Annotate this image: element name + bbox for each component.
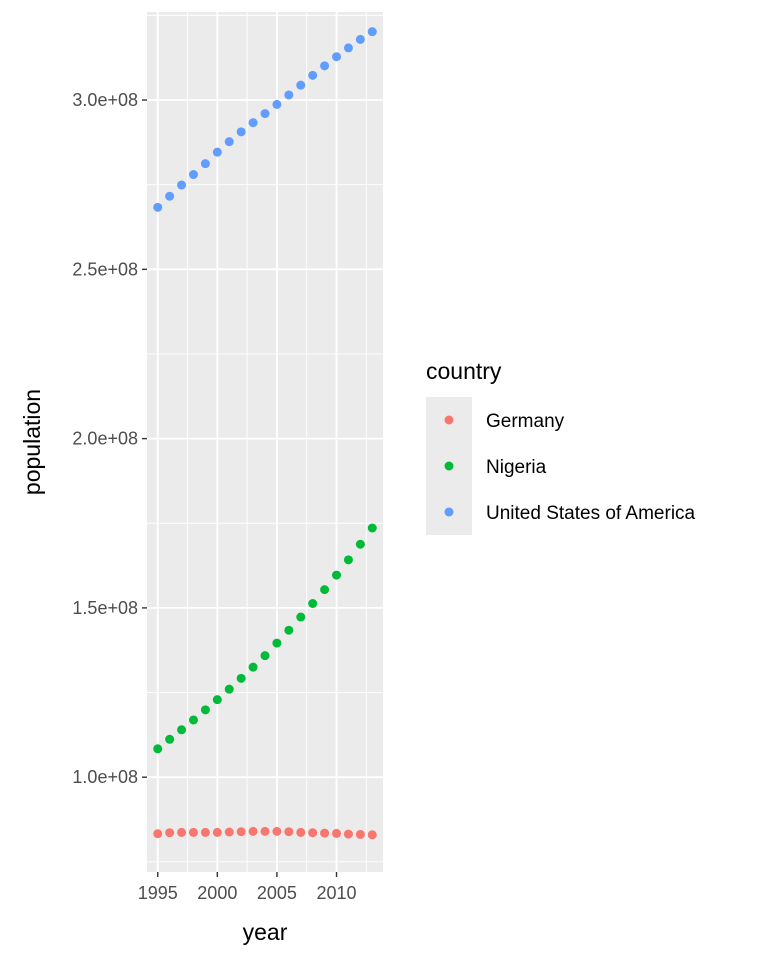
data-points <box>153 27 377 840</box>
point-nigeria <box>320 585 330 595</box>
legend-key-germany <box>444 415 454 425</box>
point-germany <box>260 826 270 836</box>
point-united-states-of-america <box>284 90 294 100</box>
point-nigeria <box>272 638 282 648</box>
point-united-states-of-america <box>260 109 270 119</box>
point-germany <box>200 827 210 837</box>
x-tick-label: 2000 <box>197 883 237 903</box>
point-united-states-of-america <box>367 27 377 37</box>
point-germany <box>355 829 365 839</box>
point-united-states-of-america <box>224 137 234 147</box>
point-nigeria <box>343 555 353 565</box>
point-nigeria <box>284 625 294 635</box>
x-axis-title: year <box>243 919 288 945</box>
point-germany <box>177 827 187 837</box>
point-germany <box>308 828 318 838</box>
x-tick-label: 1995 <box>138 883 178 903</box>
point-nigeria <box>224 684 234 694</box>
point-germany <box>248 826 258 836</box>
y-axis-title: population <box>19 389 45 495</box>
point-nigeria <box>165 734 175 744</box>
point-united-states-of-america <box>212 147 222 157</box>
panel-background <box>147 12 383 872</box>
point-germany <box>165 828 175 838</box>
point-nigeria <box>308 599 318 609</box>
point-germany <box>212 827 222 837</box>
point-nigeria <box>188 715 198 725</box>
point-united-states-of-america <box>177 180 187 190</box>
point-germany <box>296 827 306 837</box>
point-nigeria <box>355 539 365 549</box>
point-nigeria <box>248 662 258 672</box>
legend: country Germany Nigeria United States of… <box>426 358 696 535</box>
point-united-states-of-america <box>248 118 258 128</box>
point-nigeria <box>367 523 377 533</box>
point-united-states-of-america <box>308 70 318 80</box>
point-germany <box>188 827 198 837</box>
point-germany <box>320 828 330 838</box>
point-germany <box>332 828 342 838</box>
x-tick-label: 2010 <box>316 883 356 903</box>
point-nigeria <box>212 695 222 705</box>
point-united-states-of-america <box>236 127 246 137</box>
legend-key-nigeria <box>444 461 454 471</box>
y-tick-label: 2.0e+08 <box>72 429 138 449</box>
x-tick-label: 2005 <box>257 883 297 903</box>
point-united-states-of-america <box>355 34 365 44</box>
point-germany <box>236 827 246 837</box>
point-germany <box>367 830 377 840</box>
point-united-states-of-america <box>332 52 342 62</box>
point-nigeria <box>200 705 210 715</box>
y-tick-label: 2.5e+08 <box>72 259 138 279</box>
y-tick-label: 3.0e+08 <box>72 90 138 110</box>
point-germany <box>153 829 163 839</box>
point-united-states-of-america <box>343 43 353 53</box>
point-united-states-of-america <box>200 159 210 169</box>
point-united-states-of-america <box>320 61 330 71</box>
y-tick-label: 1.5e+08 <box>72 598 138 618</box>
point-nigeria <box>177 725 187 735</box>
legend-label-germany: Germany <box>486 411 565 432</box>
point-nigeria <box>296 612 306 622</box>
point-united-states-of-america <box>153 202 163 212</box>
legend-title: country <box>426 358 502 384</box>
point-united-states-of-america <box>296 80 306 90</box>
point-germany <box>343 829 353 839</box>
legend-key-usa <box>444 507 454 517</box>
point-nigeria <box>236 673 246 683</box>
legend-label-usa: United States of America <box>486 503 696 524</box>
point-united-states-of-america <box>165 191 175 201</box>
point-united-states-of-america <box>188 170 198 180</box>
legend-label-nigeria: Nigeria <box>486 457 547 478</box>
point-nigeria <box>260 651 270 661</box>
point-united-states-of-america <box>272 99 282 109</box>
point-germany <box>224 827 234 837</box>
point-nigeria <box>153 744 163 754</box>
point-germany <box>272 826 282 836</box>
point-nigeria <box>332 570 342 580</box>
y-tick-label: 1.0e+08 <box>72 767 138 787</box>
axes: 1995 2000 2005 2010 1.0e+08 1.5e+08 2.0e+08 2.5… <box>72 90 356 903</box>
point-germany <box>284 827 294 837</box>
